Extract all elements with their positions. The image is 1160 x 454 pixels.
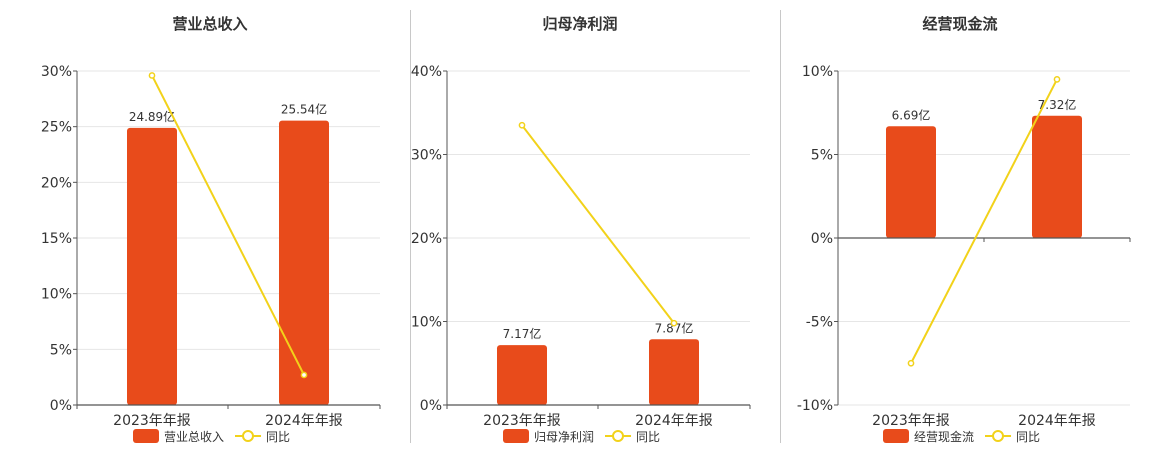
x-tick-label: 2024年年报 [265,413,343,429]
y-tick-label: 30% [41,64,72,80]
x-tick-label: 2024年年报 [1018,413,1096,429]
x-tick-label: 2024年年报 [635,413,713,429]
legend-label: 同比 [636,430,660,444]
y-tick-label: 10% [802,64,833,80]
x-tick-label: 2023年年报 [483,413,561,429]
y-tick-label: 10% [41,287,72,303]
legend-label: 同比 [266,430,290,444]
y-tick-label: 20% [41,175,72,191]
yoy-point [907,359,915,367]
legend-swatch-bar [133,429,159,443]
y-tick-label: 40% [411,64,442,80]
panel-divider [780,10,781,443]
yoy-point [300,371,308,379]
chart-panel-1: 营业总收入 0% 5% 10% 15% 20% 25% 30% 24.89亿 25.54亿 2023… [41,15,381,444]
legend-label: 归母净利润 [534,430,594,444]
legend-swatch-point [992,430,1004,442]
data-label: 7.17亿 [503,326,542,341]
y-tick-label: 5% [811,148,833,164]
y-tick-label: 10% [411,315,442,331]
panel-divider [410,10,411,443]
yoy-point [518,121,526,129]
bar [127,127,177,406]
bar [497,345,547,405]
x-tick-label: 2023年年报 [113,413,191,429]
y-tick-label: 20% [411,231,442,247]
chart-title: 经营现金流 [922,15,997,33]
yoy-line [521,124,675,324]
yoy-line [910,78,1058,364]
y-tick-label: 0% [811,231,833,247]
legend-swatch-point [242,430,254,442]
yoy-point [670,319,678,327]
data-label: 25.54亿 [281,102,327,117]
y-tick-label: 25% [41,120,72,136]
chart-panel-3: 经营现金流 -10% -5% 0% 5% 10% 6.69亿 7.32亿 2023年年报 2024… [797,15,1131,444]
bar [649,339,699,405]
y-tick-label: -5% [806,315,833,331]
bar [279,120,329,405]
bar [1032,115,1082,238]
y-tick-label: 5% [50,342,72,358]
legend-swatch-bar [883,429,909,443]
y-tick-label: 30% [411,148,442,164]
x-tick-label: 2023年年报 [872,413,950,429]
yoy-point [148,72,156,79]
yoy-line [151,75,305,376]
legend-label: 同比 [1016,430,1040,444]
y-tick-label: 0% [50,398,72,414]
legend-label: 经营现金流 [914,429,974,444]
bar [886,126,936,238]
data-label: 7.32亿 [1038,97,1077,112]
data-label: 7.87亿 [655,320,694,335]
data-label: 24.89亿 [129,109,175,124]
legend-label: 营业总收入 [164,430,224,444]
chart-panel-2: 归母净利润 0% 10% 20% 30% 40% 7.17亿 7.87亿 2023年年报 2024… [411,15,751,444]
y-tick-label: -10% [797,398,833,414]
data-label: 6.69亿 [892,107,931,122]
legend-swatch-bar [503,429,529,443]
yoy-point [1053,76,1061,83]
chart-title: 营业总收入 [172,15,247,33]
y-tick-label: 15% [41,231,72,247]
y-tick-label: 0% [420,398,442,414]
chart-title: 归母净利润 [542,15,617,33]
legend-swatch-point [612,430,624,442]
